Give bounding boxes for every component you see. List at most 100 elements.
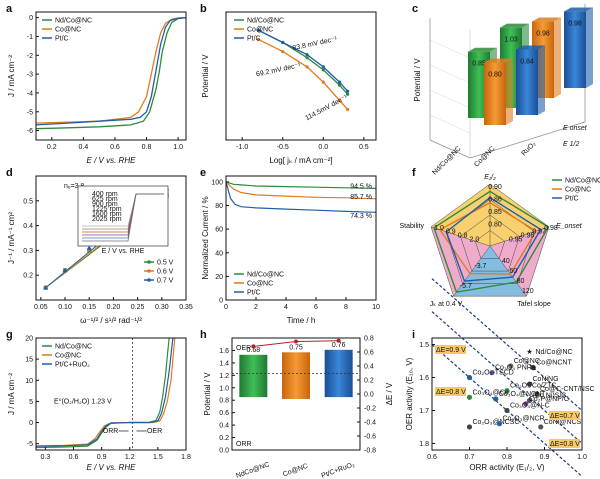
x-tick-label: 1.5	[153, 454, 163, 461]
y-tick-label: 20	[215, 274, 223, 281]
delta-e-point	[251, 344, 256, 349]
radar-scale-label: 0.97	[532, 229, 546, 236]
y-tick-label: 1.0	[219, 385, 229, 392]
bar-value-label: 0.85	[472, 61, 486, 68]
panel-label-f: f	[412, 167, 416, 179]
y-tick-label: -2	[27, 53, 33, 60]
y-tick-label: 0.0	[364, 392, 374, 399]
radar-axis-label: Jₖ at 0.4 V	[430, 301, 463, 308]
iso-delta-e-line	[431, 311, 583, 444]
plot-frame	[35, 11, 187, 141]
radar-scale-label: 0.86	[488, 197, 502, 204]
plot-frame	[35, 175, 187, 301]
y-tick-label: -4	[27, 90, 33, 97]
category-label-ruo2: RuO₂	[520, 140, 537, 157]
radar-scale-label: -5.7	[460, 283, 472, 290]
x-tick-label: 0.20	[107, 304, 121, 311]
bar-onset-pt-side	[586, 7, 593, 89]
y-tick-label: -0.4	[364, 420, 376, 427]
y-tick-label: 1.5	[419, 342, 429, 349]
panel-label-g: g	[6, 329, 13, 341]
y-tick-label: 0.3	[23, 248, 33, 255]
radar-series-Co@NC	[438, 201, 537, 275]
bar-value-label: 0.84	[520, 58, 534, 65]
y-tick-label: 0.4	[364, 364, 374, 371]
inset-rpm-label: 1600 rpm	[92, 211, 122, 218]
y-tick-label: 1.8	[419, 441, 429, 448]
point-label: Co₂P@NP/C	[529, 396, 569, 403]
x-tick-label: 6	[314, 304, 318, 311]
point-label: Co@NCNT	[536, 360, 572, 367]
data-point	[337, 80, 342, 84]
y-tick-label: 40	[215, 250, 223, 257]
x-tick-label: 0.6	[110, 144, 120, 151]
point-label: Co₂O₃@NCR	[503, 416, 545, 423]
data-point	[466, 374, 473, 381]
data-point	[305, 56, 309, 60]
bar-onset-ruo2-side	[554, 17, 561, 99]
zone-label: ΔE=0.8 V	[550, 441, 580, 448]
inset-curve	[82, 193, 164, 242]
point-label: Nd/Co@NC	[536, 349, 573, 356]
x-tick-label: 0	[224, 304, 228, 311]
x-tick-label: -1.0	[236, 144, 248, 151]
y-axis-label: Potential / V	[201, 54, 210, 98]
radar-spoke	[453, 245, 491, 297]
data-point	[305, 65, 309, 69]
legend-entry-2: Pt/C	[55, 36, 69, 43]
y-tick-label: 0.0	[219, 448, 229, 455]
x-axis-label: Time / h	[287, 316, 316, 325]
x-tick-label: 1.2	[125, 454, 135, 461]
legend-entry-2: Pt/C	[247, 36, 261, 43]
oer-label: OER	[236, 345, 251, 352]
x-tick-label: 4	[284, 304, 288, 311]
point-label: Co@NC	[514, 358, 540, 365]
x-tick-label: 0.3	[41, 454, 51, 461]
category-label-0: NdCo@NC	[235, 461, 270, 479]
zone-label-bg	[435, 387, 466, 396]
data-point	[496, 421, 503, 427]
data-point	[281, 40, 285, 45]
point-label: Co₃O₄ PNRs	[495, 365, 536, 372]
panel-f: f E₁/₂ E_onset Tafel slope Jₖ at 0.4 V Stabil…	[399, 167, 600, 308]
x-tick-label: -0.5	[277, 144, 289, 151]
radar-scale-label: 2.0	[469, 236, 479, 243]
y-tick-label: 0.6	[219, 410, 229, 417]
legend-entry-1: Co@NC	[55, 353, 81, 360]
x-tick-label: 0.6	[427, 454, 437, 461]
data-point	[526, 381, 533, 387]
inset-x-label: E / V vs. RHE	[102, 248, 145, 255]
data-point	[538, 424, 544, 430]
x-tick-label: 0.10	[58, 304, 72, 311]
radar-axis-label: E_onset	[556, 223, 583, 230]
legend-entry-0: Nd/Co@NC	[565, 178, 600, 185]
grid-line	[429, 64, 471, 84]
legend-entry-1: Co@NC	[55, 27, 81, 34]
radar-spoke	[489, 245, 527, 297]
category-label-co: Co@NC	[473, 145, 496, 168]
y-tick-label: 1.7	[419, 408, 429, 415]
row-label-onset: E onset	[563, 125, 588, 132]
y-tick-label: 0.4	[219, 423, 229, 430]
y2-axis-label: ΔE / V	[385, 382, 394, 405]
x-tick-label: 1.8	[181, 454, 191, 461]
reference-annotation: E⁰(O₂/H₂O) 1.23 V	[54, 397, 112, 405]
radar-scale-label: 120	[522, 288, 534, 295]
data-point	[321, 65, 325, 69]
x-axis-label: E / V vs. RHE	[87, 463, 137, 472]
data-point	[43, 285, 49, 290]
inset-rpm-label: 400 rpm	[92, 191, 118, 198]
plot-frame	[225, 175, 377, 301]
y-tick-label: 5	[29, 399, 33, 406]
grid-line	[429, 89, 471, 109]
x-tick-label: 0.30	[155, 304, 169, 311]
radar-sector	[490, 226, 549, 297]
y-axis-label: Potential / V	[203, 372, 212, 416]
x-tick-label: 0.6	[69, 454, 79, 461]
radar-ring	[474, 230, 506, 259]
y-axis-label: J / mA cm⁻²	[7, 373, 16, 415]
zone-label: ΔE=0.8 V	[436, 389, 466, 396]
bar-half-ruo2	[516, 49, 538, 116]
y-tick-label: 0.2	[219, 435, 229, 442]
x-tick-label: 1.0	[173, 144, 183, 151]
